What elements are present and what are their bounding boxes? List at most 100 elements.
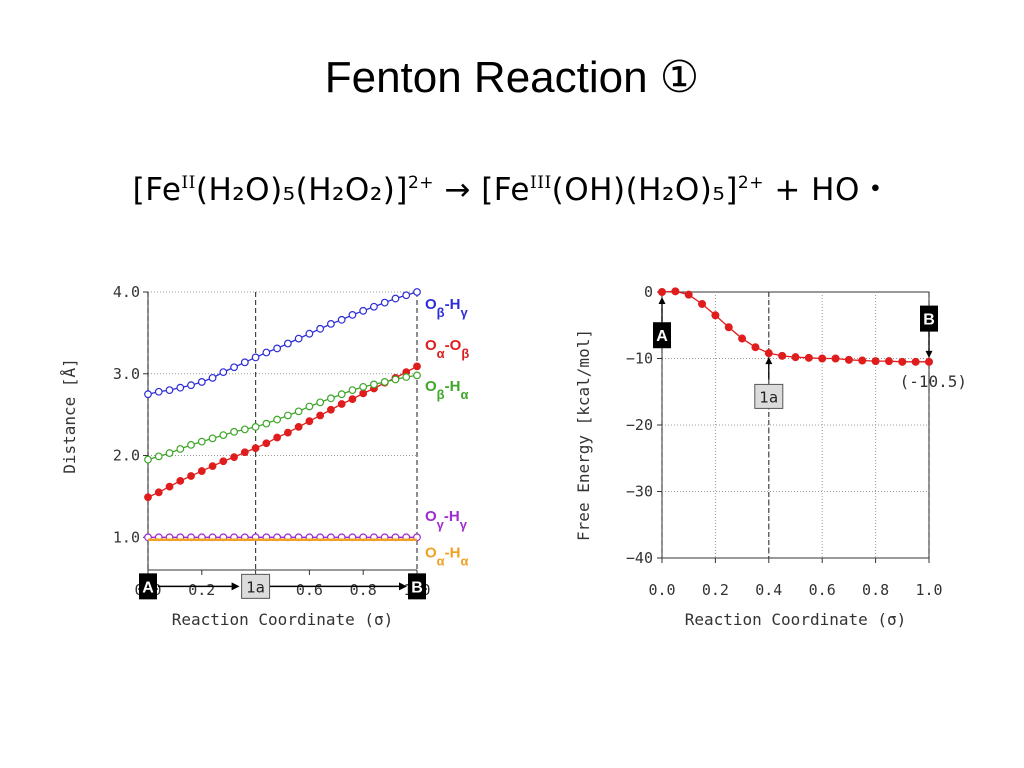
y-tick-label: −10	[626, 350, 653, 368]
data-point	[884, 357, 893, 366]
data-point	[240, 358, 249, 367]
data-point	[359, 306, 368, 315]
marker-1a-label: 1a	[246, 578, 265, 596]
data-point	[208, 462, 217, 471]
data-point	[305, 329, 314, 338]
reaction-equation: [FeII(H₂O)₅(H₂O₂)]2+ → [FeIII(OH)(H₂O)₅]…	[132, 172, 892, 208]
data-point	[831, 354, 840, 363]
arrow-head	[231, 582, 240, 591]
data-point	[871, 357, 880, 366]
marker-a: A	[139, 573, 157, 600]
data-point	[316, 398, 325, 407]
marker-1a-label: 1a	[759, 388, 778, 406]
data-point	[684, 290, 693, 299]
y-tick-label: −40	[626, 549, 653, 567]
page-title: Fenton Reaction ①	[324, 53, 700, 102]
data-point	[165, 449, 174, 457]
data-point	[165, 386, 174, 395]
data-point	[413, 288, 421, 296]
y-axis-label: Distance [Å]	[60, 358, 79, 474]
data-point	[283, 428, 292, 437]
y-tick-label: 1.0	[113, 528, 140, 546]
data-point	[380, 378, 389, 386]
plot-frame	[661, 291, 930, 559]
data-point	[219, 431, 228, 439]
data-point	[738, 334, 747, 343]
marker-1a: 1a	[754, 383, 784, 409]
data-point	[818, 354, 827, 363]
data-point	[197, 378, 206, 386]
marker-1a-bg	[241, 573, 271, 599]
x-axis-label: Reaction Coordinate (σ)	[685, 610, 907, 629]
marker-b-label: B	[923, 312, 935, 329]
x-tick-label: 1.0	[915, 581, 942, 599]
data-point	[751, 343, 760, 352]
data-point	[844, 355, 853, 364]
data-point	[778, 351, 787, 360]
legend-entry: Oβ-Hα	[425, 378, 468, 402]
marker-a-bg	[653, 322, 671, 349]
data-point	[858, 356, 867, 365]
data-point	[187, 440, 195, 449]
marker-b-label: B	[411, 579, 423, 596]
x-tick-label: 0.8	[350, 581, 377, 599]
data-point	[698, 299, 707, 308]
data-point	[262, 439, 271, 448]
data-point	[176, 383, 185, 392]
data-point	[144, 390, 152, 399]
data-point	[154, 452, 163, 461]
data-point	[305, 417, 314, 426]
arrow-head	[658, 297, 666, 304]
x-tick-label: 0.6	[296, 581, 323, 599]
data-point	[240, 448, 249, 457]
data-point	[327, 405, 335, 414]
y-tick-label: 4.0	[113, 283, 140, 301]
y-tick-label: −20	[626, 416, 653, 434]
x-axis-label: Reaction Coordinate (σ)	[172, 610, 394, 629]
y-tick-label: 3.0	[113, 365, 140, 383]
data-point	[764, 349, 773, 358]
data-point	[262, 419, 271, 428]
x-tick-label: 0.8	[862, 581, 889, 599]
x-tick-label: 0.2	[188, 581, 215, 599]
free-energy-chart: 0 −10 −20 −30 −40 0.0 0.2 0.4 0.6 0.8 1.0 Reaction …	[574, 283, 967, 629]
x-tick-label: 0.4	[755, 581, 782, 599]
data-point	[208, 434, 217, 443]
data-point	[402, 373, 411, 381]
data-point	[327, 319, 335, 328]
data-point	[273, 433, 282, 442]
y-axis-label: Free Energy [kcal/mol]	[574, 329, 593, 541]
legend-entry: Oβ-Hγ	[425, 296, 468, 320]
data-point	[251, 353, 260, 362]
data-point	[165, 482, 174, 491]
data-point	[348, 386, 357, 395]
y-tick-label: 2.0	[113, 447, 140, 465]
data-point	[413, 362, 421, 371]
data-point	[294, 423, 303, 431]
legend-entry: Oα-Oβ	[425, 337, 469, 361]
data-point	[283, 411, 292, 420]
data-point	[187, 472, 195, 480]
x-tick-label: 0.0	[648, 581, 675, 599]
data-point	[804, 353, 813, 362]
data-point	[359, 382, 368, 391]
arrow-head	[765, 357, 773, 365]
data-point	[413, 371, 421, 380]
data-point	[251, 444, 260, 453]
data-point	[316, 324, 325, 333]
data-point	[294, 334, 303, 343]
data-point	[327, 394, 335, 403]
data-point	[154, 488, 163, 497]
marker-b-bg	[920, 305, 938, 332]
data-point	[219, 457, 228, 466]
marker-a-label: A	[656, 328, 668, 345]
y-tick-label: −30	[626, 483, 653, 501]
arrow-head	[399, 582, 407, 591]
data-point	[208, 373, 217, 382]
data-point	[273, 344, 282, 353]
data-point	[337, 315, 346, 324]
data-point	[283, 339, 292, 348]
data-point	[305, 402, 314, 411]
data-point	[187, 381, 195, 390]
data-point	[251, 423, 260, 431]
